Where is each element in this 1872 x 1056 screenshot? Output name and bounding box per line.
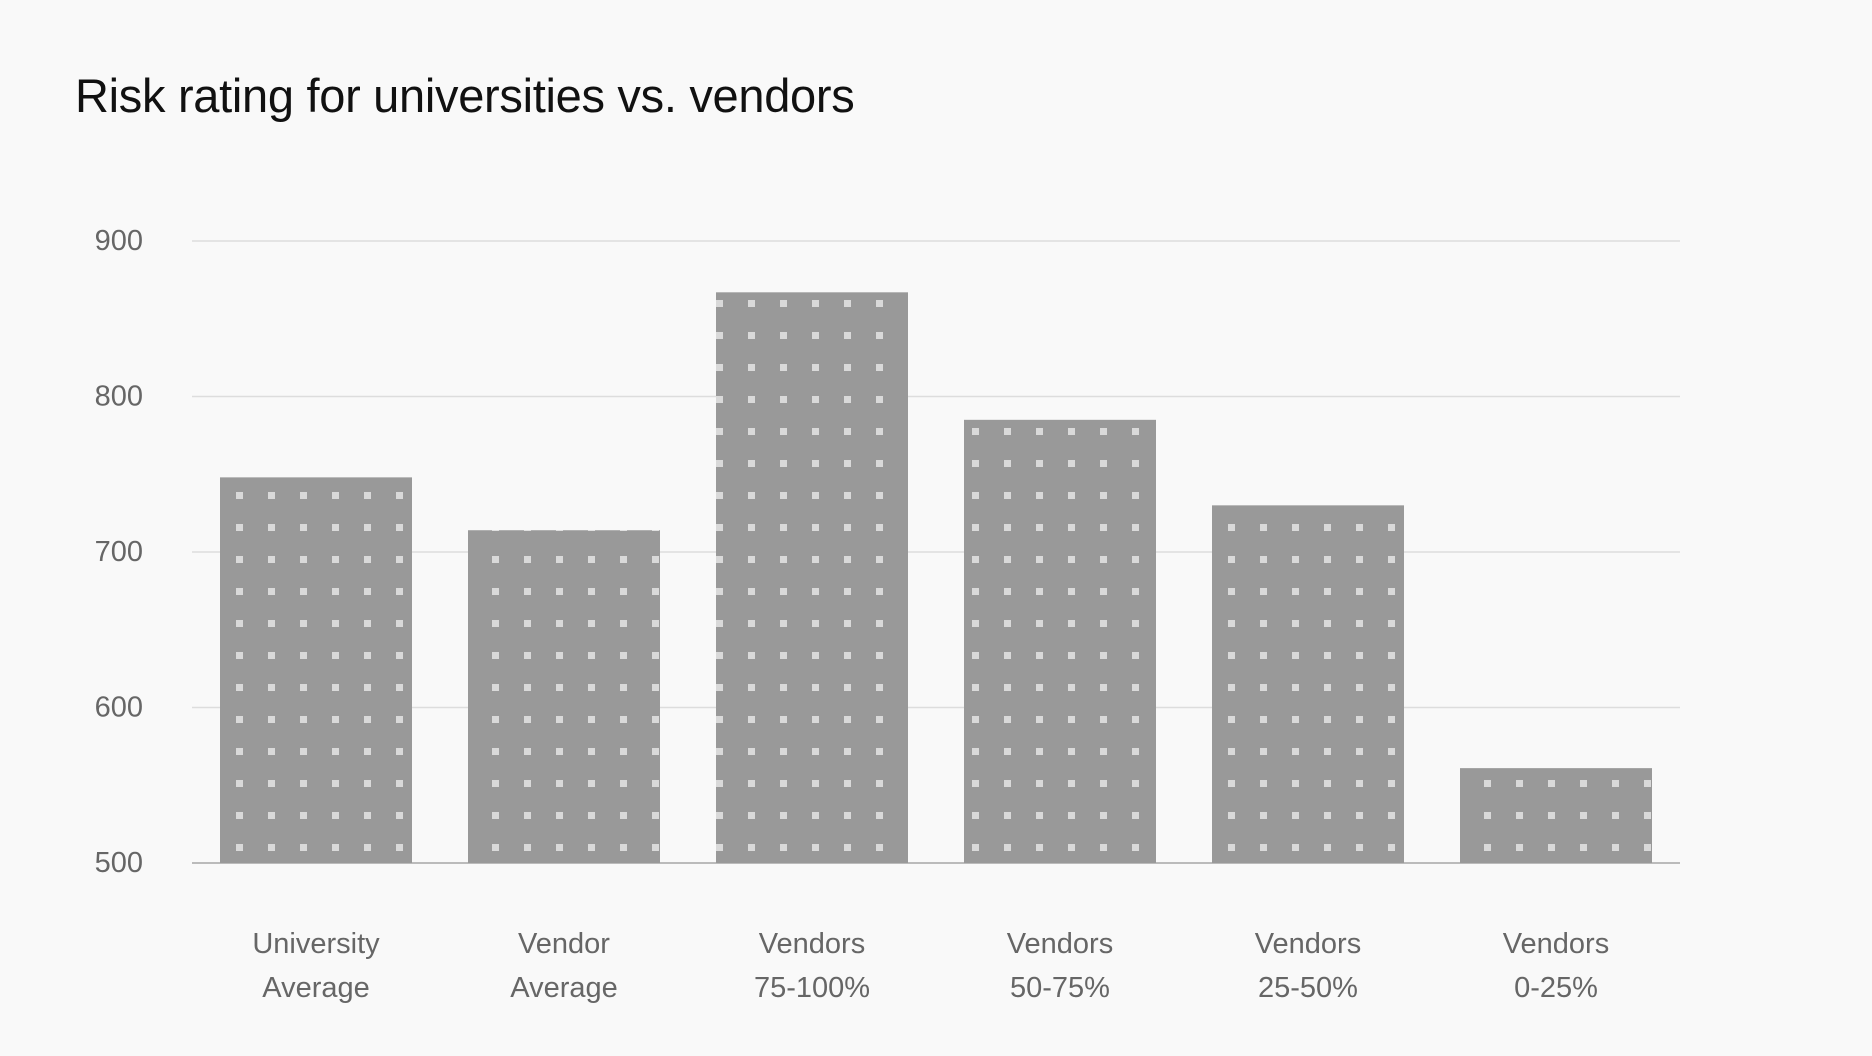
x-tick-label: Vendors 50-75% xyxy=(1007,928,1113,1004)
bar xyxy=(1460,768,1652,863)
bar xyxy=(1212,505,1404,863)
y-axis-tick-labels: 500 600 700 800 900 xyxy=(95,225,143,879)
x-tick-label-line: Average xyxy=(510,972,618,1004)
y-tick-label: 600 xyxy=(95,692,143,724)
x-tick-label-line: 25-50% xyxy=(1258,972,1358,1004)
y-tick-label: 700 xyxy=(95,536,143,568)
gridlines xyxy=(192,240,1680,864)
x-tick-label: University Average xyxy=(252,928,380,1004)
bar xyxy=(468,530,660,863)
x-tick-label-line: University xyxy=(252,928,380,960)
x-tick-label-line: Vendors xyxy=(759,928,865,960)
y-tick-label: 900 xyxy=(95,225,143,257)
bar xyxy=(716,292,908,863)
x-tick-label-line: 0-25% xyxy=(1514,972,1598,1004)
x-tick-label-line: 50-75% xyxy=(1010,972,1110,1004)
x-tick-label: Vendor Average xyxy=(510,928,618,1004)
x-tick-label-line: Vendors xyxy=(1503,928,1609,960)
x-axis-tick-labels: University Average Vendor Average Vendors 75-… xyxy=(252,928,1609,1004)
x-tick-label-line: Vendors xyxy=(1007,928,1113,960)
bar xyxy=(220,477,412,863)
x-tick-label: Vendors 75-100% xyxy=(754,928,870,1004)
y-tick-label: 800 xyxy=(95,381,143,413)
bars xyxy=(220,292,1652,863)
chart-title: Risk rating for universities vs. vendors xyxy=(75,69,855,122)
y-tick-label: 500 xyxy=(95,847,143,879)
x-tick-label-line: Vendors xyxy=(1255,928,1361,960)
x-tick-label-line: 75-100% xyxy=(754,972,870,1004)
x-tick-label-line: Average xyxy=(262,972,370,1004)
x-tick-label: Vendors 0-25% xyxy=(1503,928,1609,1004)
bar xyxy=(964,419,1156,863)
x-tick-label-line: Vendor xyxy=(518,928,610,960)
x-tick-label: Vendors 25-50% xyxy=(1255,928,1361,1004)
